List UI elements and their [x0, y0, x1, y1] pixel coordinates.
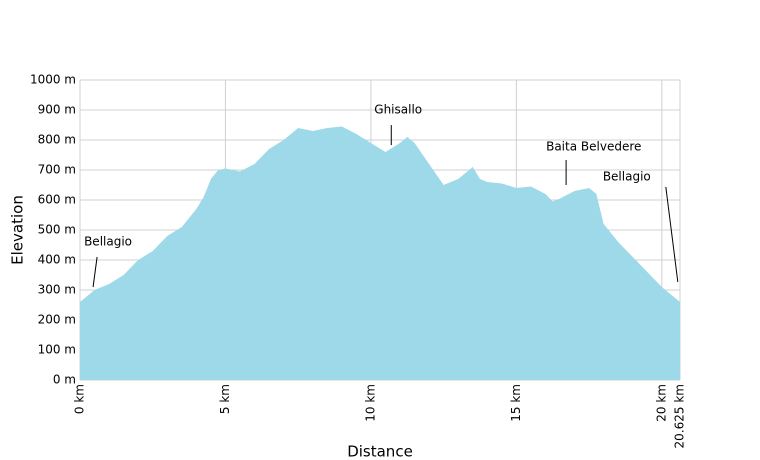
x-tick-label: 15 km [509, 384, 523, 422]
annotation-label: Bellagio [603, 169, 651, 183]
annotation-line [665, 186, 679, 282]
x-tick-label: 10 km [363, 384, 377, 422]
y-tick-label: 1000 m [30, 73, 76, 87]
x-tick-label: 0 km [73, 384, 87, 414]
y-tick-label: 900 m [38, 103, 76, 117]
y-tick-label: 700 m [38, 163, 76, 177]
x-axis-label: Distance [347, 443, 413, 460]
y-tick-label: 500 m [38, 223, 76, 237]
y-tick-label: 400 m [38, 253, 76, 267]
x-tick-label: 20.625 km [673, 384, 687, 448]
y-tick-label: 600 m [38, 193, 76, 207]
x-tick-label: 20 km [654, 384, 668, 422]
annotation-line [92, 256, 98, 288]
y-tick-label: 100 m [38, 343, 76, 357]
annotation-label: Baita Belvedere [546, 140, 641, 154]
elevation-area [80, 126, 680, 380]
annotation-label: Ghisallo [374, 103, 422, 117]
x-tick-label: 5 km [218, 384, 232, 414]
y-tick-label: 300 m [38, 283, 76, 297]
y-tick-label: 0 m [53, 373, 76, 387]
y-tick-label: 200 m [38, 313, 76, 327]
y-tick-label: 800 m [38, 133, 76, 147]
annotation-label: Bellagio [84, 235, 132, 249]
y-axis-label: Elevation [9, 195, 27, 265]
